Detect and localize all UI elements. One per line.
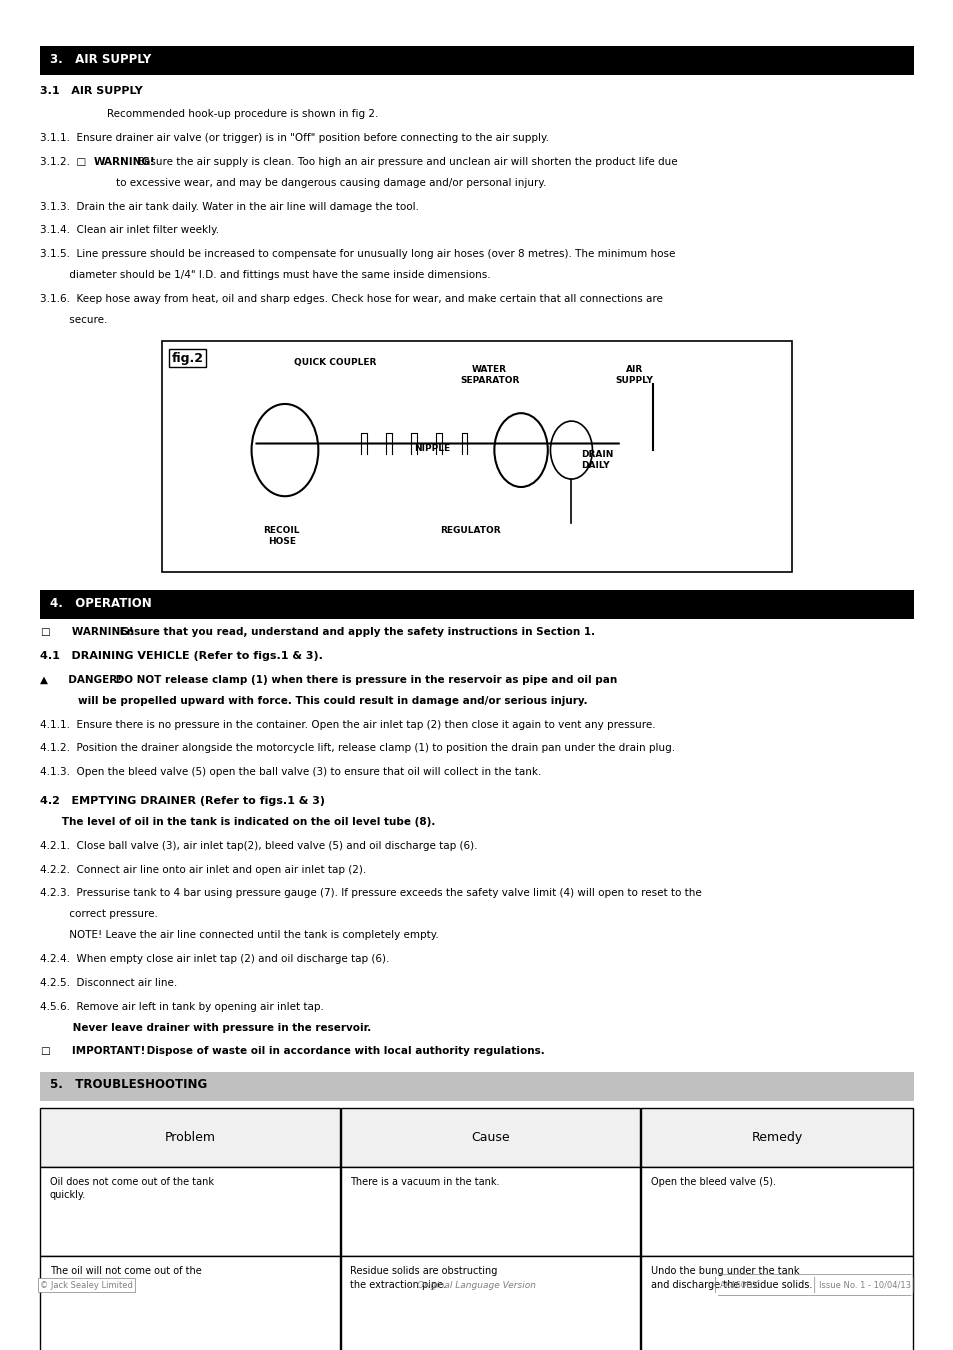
Text: to excessive wear, and may be dangerous causing damage and/or personal injury.: to excessive wear, and may be dangerous … bbox=[116, 178, 546, 188]
Text: WARNING!: WARNING! bbox=[93, 157, 155, 167]
Text: Original Language Version: Original Language Version bbox=[417, 1281, 536, 1289]
Text: Ensure that you read, understand and apply the safety instructions in Section 1.: Ensure that you read, understand and app… bbox=[116, 628, 595, 637]
Text: correct pressure.: correct pressure. bbox=[40, 910, 158, 919]
Text: 4.1.1.  Ensure there is no pressure in the container. Open the air inlet tap (2): 4.1.1. Ensure there is no pressure in th… bbox=[40, 720, 655, 729]
Text: fig.2: fig.2 bbox=[172, 352, 204, 365]
FancyBboxPatch shape bbox=[40, 46, 913, 76]
Text: □: □ bbox=[40, 1046, 50, 1057]
Text: 3.   AIR SUPPLY: 3. AIR SUPPLY bbox=[50, 53, 151, 66]
Text: 3.1.5.  Line pressure should be increased to compensate for unusually long air h: 3.1.5. Line pressure should be increased… bbox=[40, 250, 675, 259]
Text: 4.2.4.  When empty close air inlet tap (2) and oil discharge tap (6).: 4.2.4. When empty close air inlet tap (2… bbox=[40, 954, 389, 964]
Text: 3.1.4.  Clean air inlet filter weekly.: 3.1.4. Clean air inlet filter weekly. bbox=[40, 225, 219, 235]
Text: Undo the bung under the tank
and discharge the residue solids.: Undo the bung under the tank and dischar… bbox=[650, 1266, 811, 1289]
FancyBboxPatch shape bbox=[640, 1166, 912, 1256]
Text: DO NOT release clamp (1) when there is pressure in the reservoir as pipe and oil: DO NOT release clamp (1) when there is p… bbox=[112, 675, 617, 684]
Text: diameter should be 1/4" I.D. and fittings must have the same inside dimensions.: diameter should be 1/4" I.D. and fitting… bbox=[40, 270, 490, 281]
Text: 4.5.6.  Remove air left in tank by opening air inlet tap.: 4.5.6. Remove air left in tank by openin… bbox=[40, 1002, 324, 1011]
Text: © Jack Sealey Limited: © Jack Sealey Limited bbox=[40, 1281, 132, 1289]
Text: NOTE! Leave the air line connected until the tank is completely empty.: NOTE! Leave the air line connected until… bbox=[40, 930, 438, 941]
FancyBboxPatch shape bbox=[40, 1108, 339, 1166]
Text: Ensure the air supply is clean. Too high an air pressure and unclean air will sh: Ensure the air supply is clean. Too high… bbox=[133, 157, 677, 167]
FancyBboxPatch shape bbox=[162, 342, 791, 572]
Text: 4.   OPERATION: 4. OPERATION bbox=[50, 597, 152, 610]
FancyBboxPatch shape bbox=[340, 1108, 639, 1166]
Text: 3.1.2.  □: 3.1.2. □ bbox=[40, 157, 90, 167]
Text: DANGER!: DANGER! bbox=[61, 675, 122, 684]
FancyBboxPatch shape bbox=[40, 1256, 339, 1350]
Text: 4.1.2.  Position the drainer alongside the motorcycle lift, release clamp (1) to: 4.1.2. Position the drainer alongside th… bbox=[40, 744, 675, 753]
Text: secure.: secure. bbox=[40, 315, 108, 325]
Text: 5.   TROUBLESHOOTING: 5. TROUBLESHOOTING bbox=[50, 1079, 207, 1091]
Text: ▲: ▲ bbox=[40, 675, 48, 684]
Text: 4.2   EMPTYING DRAINER (Refer to figs.1 & 3): 4.2 EMPTYING DRAINER (Refer to figs.1 & … bbox=[40, 796, 325, 806]
Text: Dispose of waste oil in accordance with local authority regulations.: Dispose of waste oil in accordance with … bbox=[143, 1046, 544, 1057]
FancyBboxPatch shape bbox=[40, 1072, 913, 1100]
Text: 3.1   AIR SUPPLY: 3.1 AIR SUPPLY bbox=[40, 85, 143, 96]
FancyBboxPatch shape bbox=[640, 1256, 912, 1350]
Text: Open the bleed valve (5).: Open the bleed valve (5). bbox=[650, 1177, 775, 1187]
Text: NIPPLE: NIPPLE bbox=[414, 444, 450, 452]
Text: 3.1.6.  Keep hose away from heat, oil and sharp edges. Check hose for wear, and : 3.1.6. Keep hose away from heat, oil and… bbox=[40, 294, 662, 304]
FancyBboxPatch shape bbox=[640, 1108, 912, 1166]
Text: Oil does not come out of the tank
quickly.: Oil does not come out of the tank quickl… bbox=[50, 1177, 213, 1200]
Text: WARNING!: WARNING! bbox=[61, 628, 133, 637]
Text: DRAIN
DAILY: DRAIN DAILY bbox=[580, 450, 613, 470]
FancyBboxPatch shape bbox=[40, 1166, 339, 1256]
Text: 4.2.3.  Pressurise tank to 4 bar using pressure gauge (7). If pressure exceeds t: 4.2.3. Pressurise tank to 4 bar using pr… bbox=[40, 888, 701, 898]
Text: Residue solids are obstructing
the extraction pipe.: Residue solids are obstructing the extra… bbox=[350, 1266, 497, 1289]
Text: 3.1.3.  Drain the air tank daily. Water in the air line will damage the tool.: 3.1.3. Drain the air tank daily. Water i… bbox=[40, 201, 418, 212]
Text: 4.1   DRAINING VEHICLE (Refer to figs.1 & 3).: 4.1 DRAINING VEHICLE (Refer to figs.1 & … bbox=[40, 651, 323, 661]
Text: □: □ bbox=[40, 628, 50, 637]
Text: The oil will not come out of the
tank.: The oil will not come out of the tank. bbox=[50, 1266, 201, 1289]
Text: RECOIL
HOSE: RECOIL HOSE bbox=[263, 526, 300, 545]
FancyBboxPatch shape bbox=[40, 590, 913, 620]
Text: IMPORTANT!: IMPORTANT! bbox=[61, 1046, 145, 1057]
Text: AK460DX: AK460DX bbox=[720, 1281, 759, 1289]
Text: The level of oil in the tank is indicated on the oil level tube (8).: The level of oil in the tank is indicate… bbox=[40, 817, 435, 828]
Text: Remedy: Remedy bbox=[751, 1131, 802, 1143]
Text: Problem: Problem bbox=[165, 1131, 215, 1143]
Text: 4.2.2.  Connect air line onto air inlet and open air inlet tap (2).: 4.2.2. Connect air line onto air inlet a… bbox=[40, 864, 366, 875]
Text: Recommended hook-up procedure is shown in fig 2.: Recommended hook-up procedure is shown i… bbox=[107, 109, 377, 119]
Text: Issue No. 1 - 10/04/13: Issue No. 1 - 10/04/13 bbox=[819, 1281, 910, 1289]
Text: 4.2.5.  Disconnect air line.: 4.2.5. Disconnect air line. bbox=[40, 977, 177, 988]
Text: 3.1.1.  Ensure drainer air valve (or trigger) is in "Off" position before connec: 3.1.1. Ensure drainer air valve (or trig… bbox=[40, 134, 549, 143]
Text: 4.2.1.  Close ball valve (3), air inlet tap(2), bleed valve (5) and oil discharg: 4.2.1. Close ball valve (3), air inlet t… bbox=[40, 841, 477, 850]
Text: 4.1.3.  Open the bleed valve (5) open the ball valve (3) to ensure that oil will: 4.1.3. Open the bleed valve (5) open the… bbox=[40, 767, 541, 778]
Text: WATER
SEPARATOR: WATER SEPARATOR bbox=[459, 364, 518, 385]
Text: QUICK COUPLER: QUICK COUPLER bbox=[294, 359, 376, 367]
Text: REGULATOR: REGULATOR bbox=[440, 526, 500, 535]
FancyBboxPatch shape bbox=[340, 1166, 639, 1256]
Text: Cause: Cause bbox=[471, 1131, 510, 1143]
Text: Never leave drainer with pressure in the reservoir.: Never leave drainer with pressure in the… bbox=[40, 1023, 371, 1033]
Text: AIR
SUPPLY: AIR SUPPLY bbox=[615, 364, 653, 385]
FancyBboxPatch shape bbox=[340, 1256, 639, 1350]
Text: There is a vacuum in the tank.: There is a vacuum in the tank. bbox=[350, 1177, 499, 1187]
Text: will be propelled upward with force. This could result in damage and/or serious : will be propelled upward with force. Thi… bbox=[78, 695, 587, 706]
